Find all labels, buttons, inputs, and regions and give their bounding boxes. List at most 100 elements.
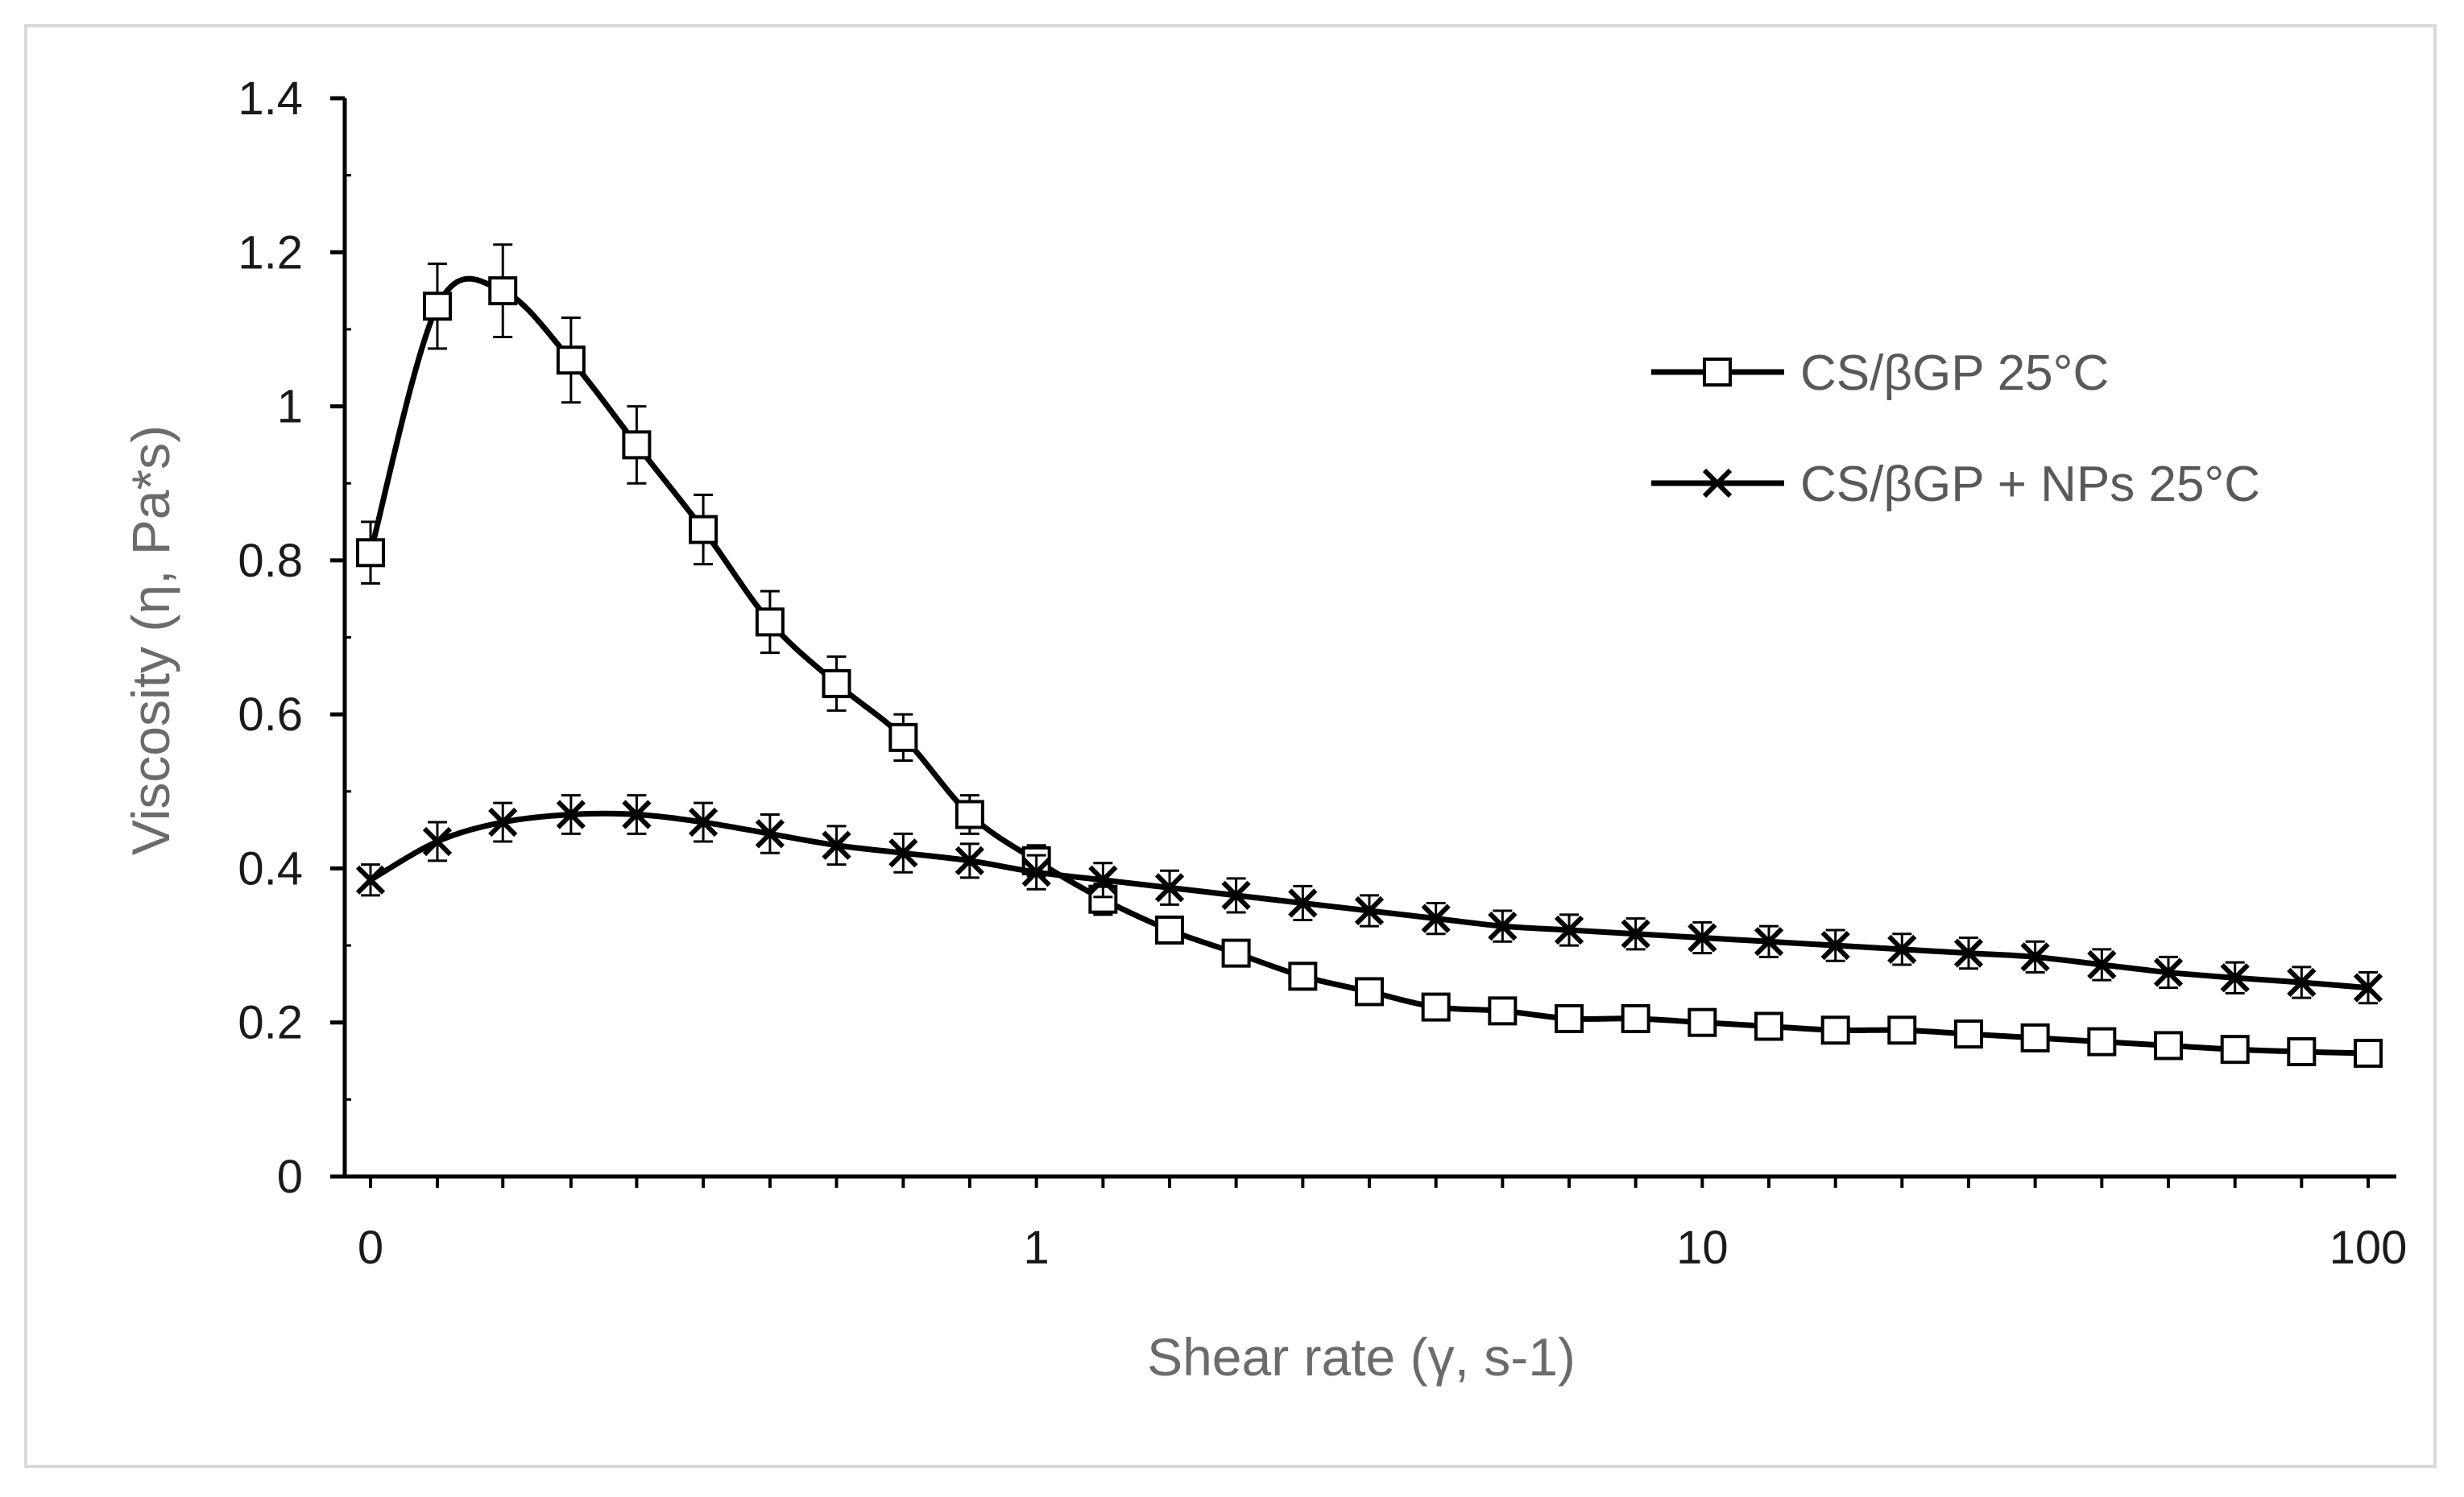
data-point (488, 807, 518, 837)
data-point (689, 515, 718, 544)
data-point (2154, 1031, 2184, 1061)
data-point-stroke (2220, 963, 2250, 993)
data-point (422, 292, 452, 321)
data-point (2020, 942, 2050, 972)
data-point (422, 826, 453, 857)
data-point-stroke (1221, 880, 1251, 911)
data-point (1021, 858, 1051, 887)
data-point-stroke (1820, 930, 1850, 961)
data-point (355, 865, 386, 895)
data-point (556, 800, 586, 829)
data-point (1887, 934, 1917, 964)
legend-marker-stroke (1702, 468, 1733, 498)
data-point (1488, 996, 1518, 1026)
data-point (1221, 938, 1251, 968)
chart-frame (24, 24, 2437, 1468)
data-point (1621, 1003, 1650, 1033)
data-point (955, 800, 984, 829)
data-point-stroke (1953, 938, 1984, 968)
data-point (822, 830, 851, 860)
y-tick-label: 0 (277, 1151, 303, 1203)
data-point (1488, 912, 1518, 941)
data-point (2353, 973, 2383, 1003)
data-point (488, 276, 518, 306)
data-point (2020, 1023, 2050, 1052)
data-point (1288, 888, 1318, 918)
data-point (1954, 1019, 1984, 1049)
legend: CS/βGP 25°C CS/βGP + NPs 25°C (1651, 345, 2260, 512)
data-point (1754, 927, 1784, 957)
data-point (1354, 895, 1385, 926)
data-point (1354, 977, 1384, 1007)
data-point-stroke (2020, 942, 2050, 972)
data-point-stroke (1621, 919, 1650, 949)
legend-item: CS/βGP 25°C (1651, 345, 2109, 401)
series-layer (355, 243, 2383, 1068)
data-point (755, 819, 785, 849)
data-point (1688, 923, 1717, 953)
y-tick-label: 1.4 (238, 72, 303, 125)
data-point-stroke (1754, 927, 1784, 957)
data-point-stroke (955, 846, 984, 875)
legend-label: CS/βGP 25°C (1800, 345, 2109, 401)
data-point (1088, 865, 1118, 895)
data-point-stroke (355, 865, 386, 895)
data-point (1554, 915, 1584, 945)
data-point (2087, 949, 2117, 980)
data-point (2087, 1027, 2117, 1057)
data-point-stroke (1154, 873, 1185, 903)
y-axis-title: Viscosity (η, Pa*s) (121, 425, 180, 855)
axes (330, 96, 2396, 1188)
data-point-stroke (556, 800, 586, 829)
data-point-stroke (422, 826, 453, 857)
x-tick-label: 0 (358, 1222, 383, 1274)
data-point-stroke (2153, 957, 2184, 987)
data-point-stroke (688, 807, 718, 837)
data-point (1421, 904, 1451, 933)
data-point (1688, 1007, 1717, 1037)
legend-marker (1703, 358, 1732, 387)
legend-marker (1702, 468, 1733, 498)
data-point (622, 430, 652, 460)
data-point (1154, 873, 1185, 903)
data-point (2153, 957, 2184, 987)
data-point (2220, 963, 2250, 993)
data-point-stroke (1887, 934, 1917, 964)
data-point-stroke (822, 830, 851, 860)
data-point (1221, 880, 1251, 911)
data-point (1621, 919, 1650, 949)
data-point-stroke (1021, 858, 1051, 887)
y-tick-label: 0.8 (238, 535, 303, 587)
data-point-stroke (888, 838, 918, 868)
data-point (1820, 930, 1850, 961)
x-tick-label: 100 (2329, 1222, 2408, 1274)
data-point-stroke (1421, 904, 1451, 933)
data-point (688, 807, 718, 837)
data-point-stroke (1354, 895, 1385, 926)
data-point-stroke (1488, 912, 1518, 941)
data-point (2287, 967, 2317, 998)
data-point (1421, 992, 1451, 1022)
data-point (2354, 1038, 2383, 1068)
data-point-stroke (1088, 865, 1118, 895)
legend-item: CS/βGP + NPs 25°C (1651, 457, 2260, 512)
data-point (955, 846, 984, 875)
data-point (1754, 1011, 1784, 1041)
series-cs-bgp-nps (355, 794, 2383, 1005)
tick-labels: 0 0.2 0.4 0.6 0.8 1 1.2 1.4 0 1 10 100 (238, 72, 2407, 1274)
y-tick-label: 0.4 (238, 842, 303, 895)
data-point (1887, 1015, 1917, 1045)
data-point (2287, 1037, 2317, 1067)
data-point (1953, 938, 1984, 968)
x-tick-label: 10 (1676, 1222, 1729, 1274)
data-point-stroke (1688, 923, 1717, 953)
data-point (622, 800, 652, 829)
data-point (755, 607, 785, 637)
data-point (888, 722, 918, 752)
data-point (1555, 1003, 1584, 1033)
y-tick-label: 0.2 (238, 997, 303, 1049)
data-point (2220, 1035, 2250, 1065)
data-point-stroke (622, 800, 652, 829)
data-point-stroke (2287, 967, 2317, 998)
